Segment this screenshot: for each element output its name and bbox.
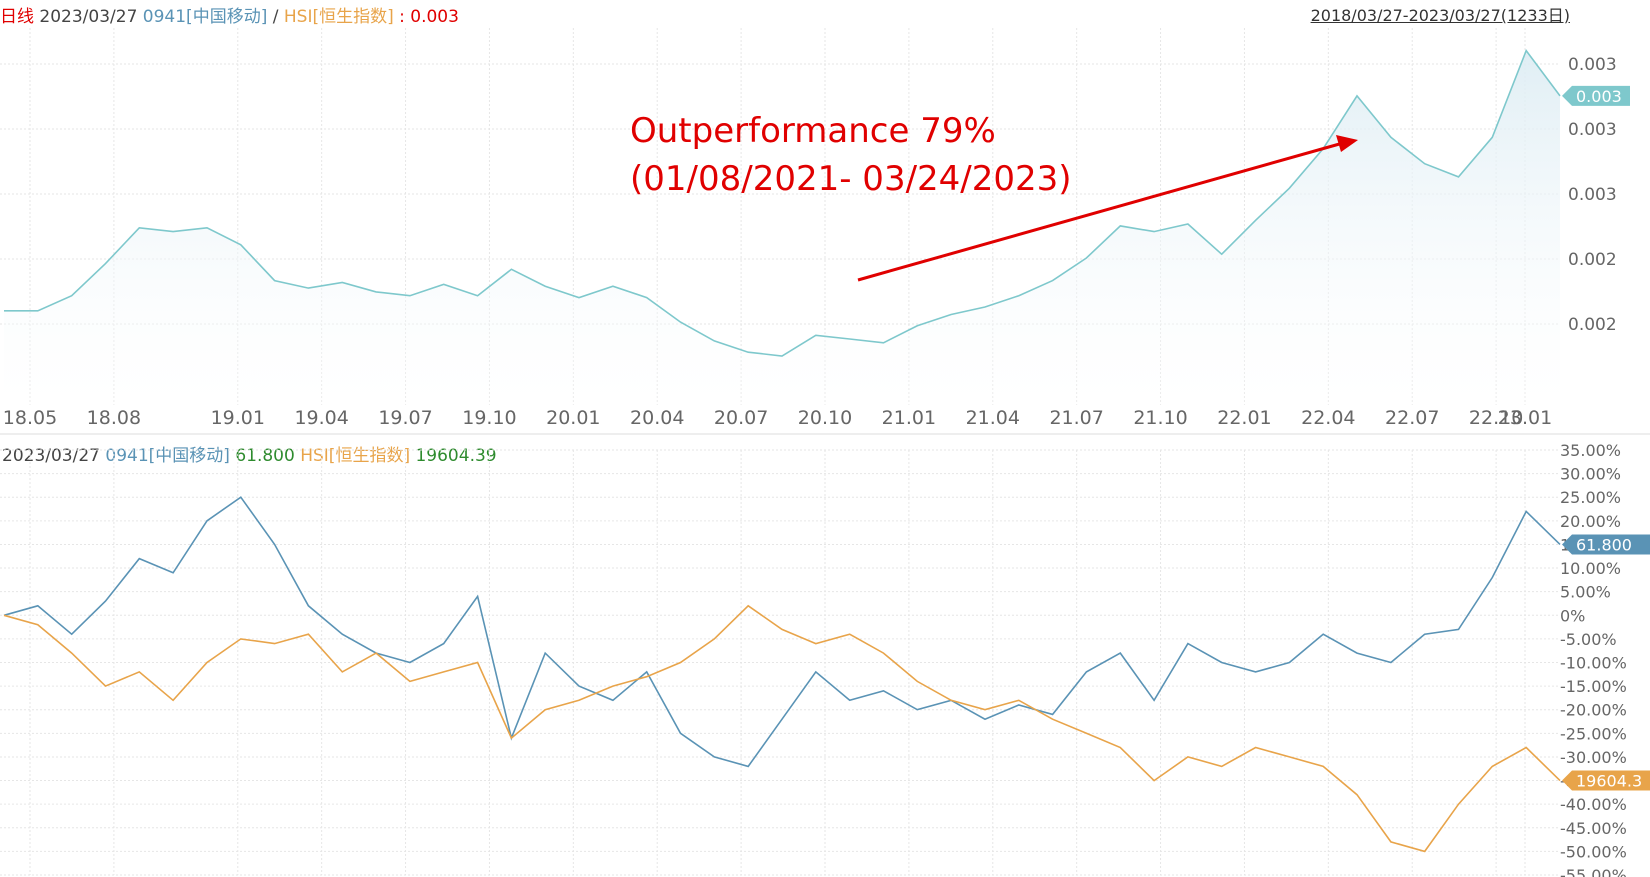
top-y-tick-label: 0.003	[1568, 120, 1617, 140]
ratio-series-line	[4, 48, 1561, 357]
index-current-tag	[1562, 770, 1650, 791]
x-tick-label: 19.10	[462, 407, 516, 429]
x-tick-label: 19.04	[294, 407, 348, 429]
top-chart-header: 日线 2023/03/27 0941[中国移动] / HSI[恒生指数] : 0…	[0, 2, 459, 27]
annotation-line2: (01/08/2021- 03/24/2023)	[630, 159, 1072, 199]
bottom-index-label[interactable]: HSI[恒生指数]	[300, 446, 411, 466]
bottom-y-tick-label: 30.00%	[1560, 465, 1621, 484]
ratio-label: : 0.003	[399, 7, 459, 27]
bottom-y-tick-label: -55.00%	[1560, 866, 1627, 877]
bottom-y-tick-label: -20.00%	[1560, 701, 1627, 720]
bottom-y-tick-label: -50.00%	[1560, 842, 1627, 861]
bottom-y-tick-label: 0%	[1560, 606, 1585, 625]
annotation-line1: Outperformance 79%	[630, 111, 996, 151]
index-series-line	[3, 604, 1561, 853]
top-y-tick-label: 0.003	[1568, 55, 1617, 75]
bottom-y-tick-label: 10.00%	[1560, 559, 1621, 578]
bottom-chart-header: 2023/03/27 0941[中国移动] 61.800 HSI[恒生指数] 1…	[2, 441, 497, 466]
stock-label[interactable]: 0941[中国移动]	[142, 7, 268, 27]
bottom-y-tick-label: -15.00%	[1560, 677, 1627, 696]
top-y-tick-label: 0.002	[1568, 250, 1617, 270]
x-tick-label: 21.07	[1049, 407, 1103, 429]
ratio-area-fill	[4, 50, 1560, 405]
x-tick-label: 18.08	[87, 407, 141, 429]
x-tick-label: 21.10	[1133, 407, 1187, 429]
top-y-tick-label: 0.003	[1568, 185, 1617, 205]
bottom-y-tick-label: -30.00%	[1560, 748, 1627, 767]
bottom-y-tick-label: -25.00%	[1560, 724, 1627, 743]
x-tick-label: 20.07	[714, 407, 768, 429]
period-label: 日线	[0, 7, 34, 27]
bottom-y-tick-label: -45.00%	[1560, 819, 1627, 838]
x-tick-label: 19.07	[378, 407, 432, 429]
x-tick-label: 20.10	[798, 407, 852, 429]
bottom-stock-value: 61.800	[235, 446, 295, 466]
bottom-y-tick-label: 35.00%	[1560, 441, 1621, 460]
separator: /	[272, 7, 279, 27]
x-tick-label: 22.07	[1385, 407, 1439, 429]
x-tick-label: 20.04	[630, 407, 684, 429]
annotation-arrow-shaft	[857, 141, 1344, 282]
x-tick-label: 21.04	[966, 407, 1020, 429]
bottom-stock-label[interactable]: 0941[中国移动]	[105, 446, 230, 466]
x-tick-label: 21.01	[882, 407, 936, 429]
x-tick-label: 20.01	[546, 407, 600, 429]
ratio-current-tag	[1562, 85, 1630, 106]
stock-current-value: 61.800	[1576, 535, 1632, 554]
x-tick-label: 22.04	[1301, 407, 1355, 429]
stock-series-line	[3, 496, 1561, 768]
date-range-label[interactable]: 2018/03/27-2023/03/27(1233日)	[1310, 6, 1570, 25]
top-y-tick-label: 0.002	[1568, 315, 1617, 335]
bottom-y-tick-label: 20.00%	[1560, 512, 1621, 531]
header-date: 2023/03/27	[39, 7, 138, 27]
x-tick-label: 18.05	[3, 407, 57, 429]
stock-current-tag	[1562, 534, 1650, 555]
x-tick-label: 23.01	[1498, 407, 1552, 429]
index-current-value: 19604.3	[1576, 772, 1642, 791]
x-tick-label: 22.10	[1469, 407, 1523, 429]
bottom-y-tick-label: -5.00%	[1560, 630, 1617, 649]
index-label[interactable]: HSI[恒生指数]	[283, 7, 394, 27]
bottom-y-tick-label: -10.00%	[1560, 654, 1627, 673]
annotation-arrow-head	[1336, 135, 1358, 152]
bottom-header-date: 2023/03/27	[2, 446, 100, 466]
x-tick-label: 19.01	[211, 407, 265, 429]
ratio-current-value: 0.003	[1576, 87, 1622, 106]
x-tick-label: 22.01	[1217, 407, 1271, 429]
bottom-index-value: 19604.39	[415, 446, 497, 466]
bottom-y-tick-label: 5.00%	[1560, 583, 1611, 602]
bottom-y-tick-label: 25.00%	[1560, 488, 1621, 507]
bottom-y-tick-label: -40.00%	[1560, 795, 1627, 814]
